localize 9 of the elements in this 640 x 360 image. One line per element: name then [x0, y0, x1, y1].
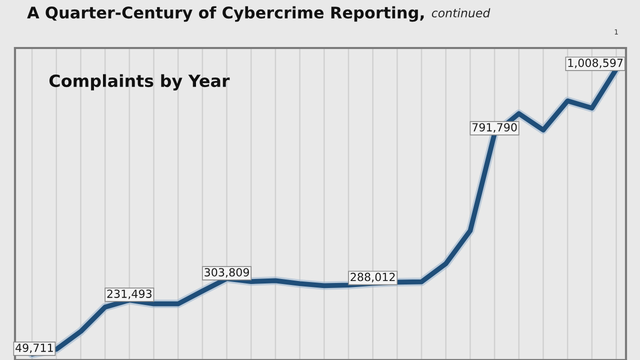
text: continued	[432, 8, 490, 18]
data-label: 303,809	[204, 268, 249, 278]
data-label: 1,008,597	[568, 58, 623, 68]
data-label: 288,012	[350, 272, 395, 282]
data-label: 231,493	[107, 290, 152, 300]
data-label: 49,711	[16, 344, 53, 354]
text: Complaints by Year	[49, 74, 230, 90]
chart-title: A Quarter-Century of Cybercrime Reporting,	[27, 6, 424, 22]
data-label: 791,790	[472, 123, 517, 133]
